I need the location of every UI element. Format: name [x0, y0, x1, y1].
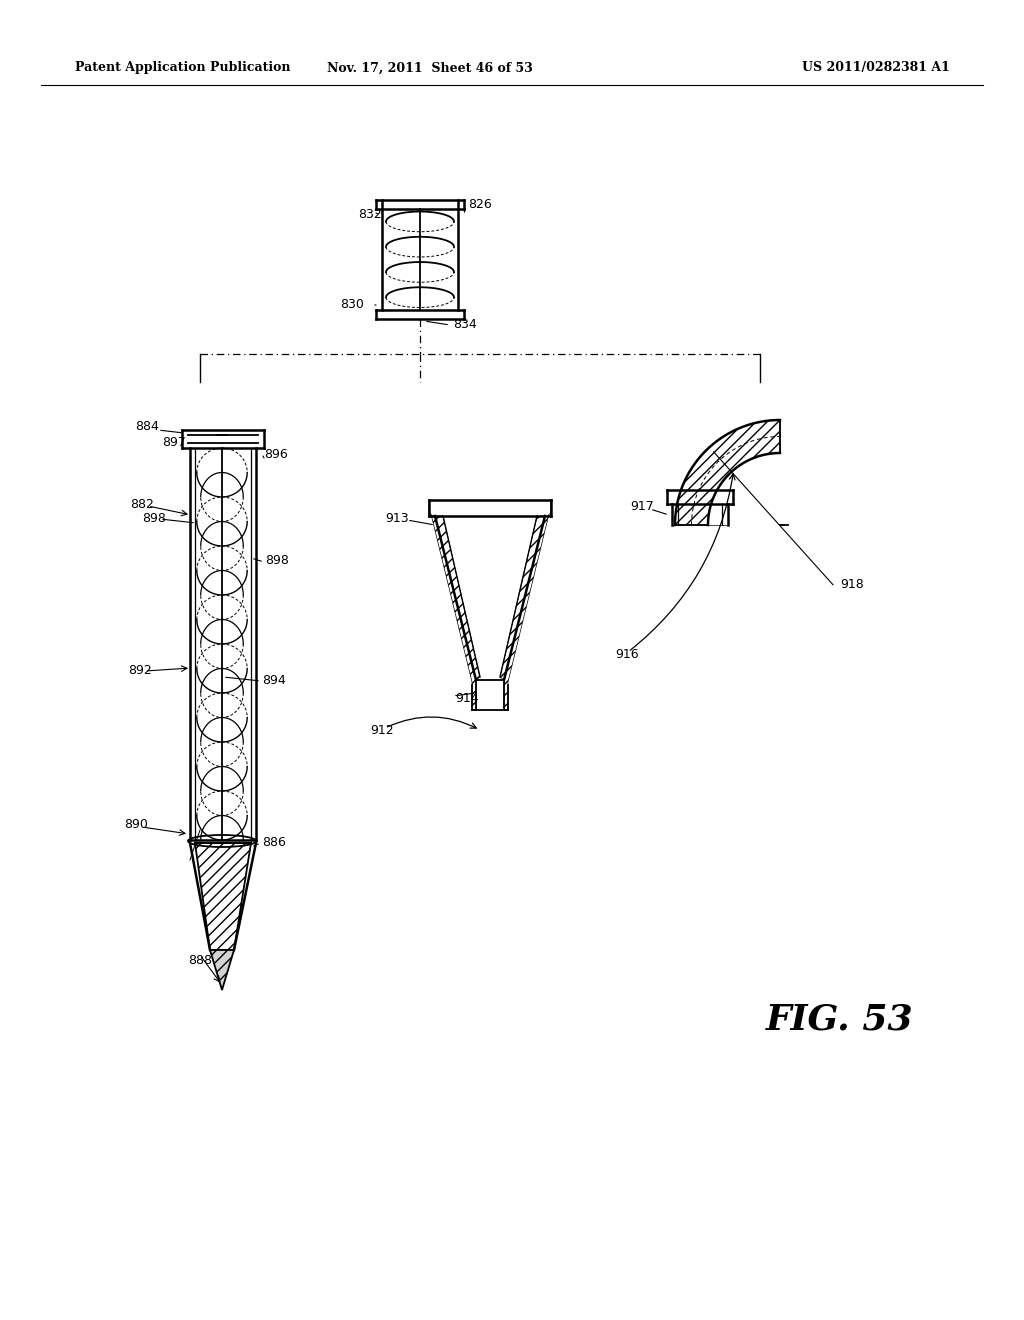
Text: 898: 898	[265, 553, 289, 566]
Text: 898: 898	[142, 511, 166, 524]
Polygon shape	[210, 950, 234, 990]
Polygon shape	[195, 843, 251, 950]
Text: 832: 832	[358, 209, 382, 222]
Text: 888: 888	[188, 953, 212, 966]
Text: 890: 890	[124, 818, 147, 832]
Text: US 2011/0282381 A1: US 2011/0282381 A1	[802, 62, 950, 74]
Text: 826: 826	[468, 198, 492, 211]
Polygon shape	[675, 420, 780, 525]
Text: 884: 884	[135, 421, 159, 433]
Text: 914: 914	[455, 692, 478, 705]
Text: FIG. 53: FIG. 53	[766, 1003, 913, 1038]
Text: 896: 896	[264, 449, 288, 462]
Text: 892: 892	[128, 664, 152, 676]
Text: 834: 834	[453, 318, 477, 331]
Text: 894: 894	[262, 673, 286, 686]
Polygon shape	[429, 500, 480, 710]
Text: 830: 830	[340, 298, 364, 312]
Text: 886: 886	[262, 836, 286, 849]
Text: 913: 913	[385, 511, 409, 524]
Text: Nov. 17, 2011  Sheet 46 of 53: Nov. 17, 2011 Sheet 46 of 53	[327, 62, 532, 74]
Text: 897: 897	[162, 436, 186, 449]
Text: 918: 918	[840, 578, 864, 591]
Text: 916: 916	[615, 648, 639, 661]
Polygon shape	[500, 500, 551, 710]
Text: Patent Application Publication: Patent Application Publication	[75, 62, 291, 74]
Text: 882: 882	[130, 499, 154, 511]
Text: 917: 917	[630, 500, 653, 513]
Text: 912: 912	[370, 723, 393, 737]
